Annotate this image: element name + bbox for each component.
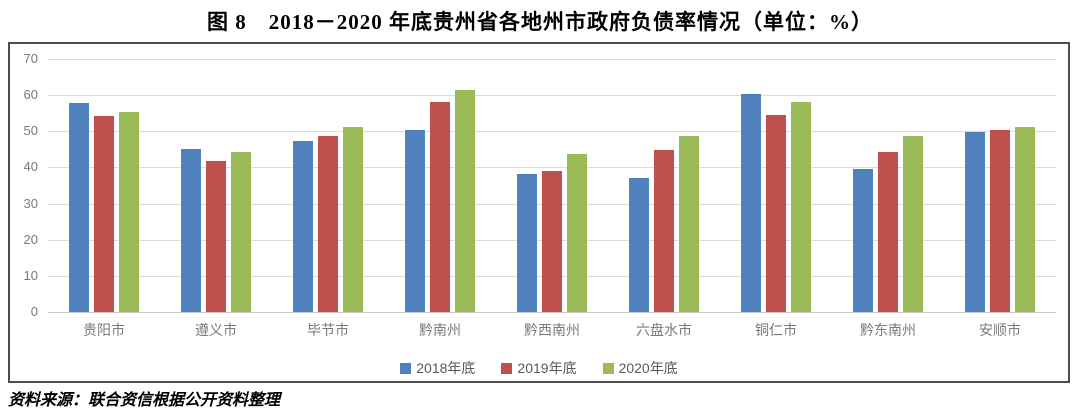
- bar-groups: [48, 59, 1056, 312]
- bar-2019年底: [654, 150, 674, 312]
- bar-2018年底: [965, 132, 985, 312]
- y-axis-tick-label: 70: [23, 51, 38, 66]
- bar-2018年底: [405, 129, 425, 312]
- x-axis-category-label: 黔西南州: [524, 322, 580, 338]
- bar-group: [720, 59, 832, 312]
- bar-group: [160, 59, 272, 312]
- y-axis-tick-label: 20: [23, 231, 38, 247]
- bar-group: [496, 59, 608, 312]
- bar-2019年底: [542, 171, 562, 312]
- gridline: [48, 131, 1056, 133]
- gridline: [48, 59, 1056, 60]
- bar-2020年底: [455, 90, 475, 312]
- y-axis-tick-label: 40: [23, 159, 38, 175]
- bar-2018年底: [741, 94, 761, 312]
- y-axis-tick-label: 10: [23, 267, 38, 283]
- gridline: [48, 167, 1056, 169]
- bar-2019年底: [878, 151, 898, 312]
- bar-group: [608, 59, 720, 312]
- bar-2020年底: [231, 152, 251, 312]
- bar-group: [832, 59, 944, 312]
- bar-2020年底: [567, 153, 587, 312]
- bar-2019年底: [94, 115, 114, 312]
- source-note: 资料来源：联合资信根据公开资料整理: [8, 392, 281, 409]
- bar-2019年底: [206, 161, 226, 312]
- legend-item: 2020年底: [602, 358, 678, 378]
- x-axis-category-label: 黔南州: [419, 322, 461, 338]
- legend-item: 2018年底: [400, 358, 475, 378]
- bar-2019年底: [990, 129, 1010, 312]
- bar-2020年底: [119, 111, 139, 312]
- x-axis-category-label: 毕节市: [307, 322, 349, 338]
- bar-2020年底: [679, 135, 699, 312]
- legend-swatch: [602, 362, 614, 374]
- y-axis-tick-label: 60: [23, 87, 38, 103]
- bar-2020年底: [343, 126, 363, 312]
- y-axis: 0 10 20 30 40 50 60 70: [12, 51, 38, 319]
- bar-2020年底: [1015, 126, 1035, 312]
- x-axis-category-label: 贵阳市: [83, 322, 125, 338]
- legend-label: 2020年底: [618, 360, 678, 376]
- legend: 2018年底 2019年底 2020年底: [10, 358, 1068, 378]
- bar-2018年底: [293, 140, 313, 312]
- bar-2019年底: [318, 135, 338, 312]
- bar-2018年底: [517, 174, 537, 312]
- legend-swatch: [400, 362, 412, 374]
- bar-2019年底: [430, 102, 450, 312]
- bar-2018年底: [853, 169, 873, 312]
- x-axis-category-label: 黔东南州: [860, 322, 916, 338]
- bar-group: [384, 59, 496, 312]
- bar-group: [272, 59, 384, 312]
- legend-swatch: [501, 362, 513, 374]
- x-axis-labels: 贵阳市 遵义市 毕节市 黔南州 黔西南州 六盘水市 铜仁市 黔东南州 安顺市: [48, 320, 1056, 340]
- x-axis-category-label: 铜仁市: [755, 322, 797, 338]
- bar-2018年底: [181, 148, 201, 312]
- chart-frame: 0 10 20 30 40 50 60 70 贵阳市 遵义市 毕节市 黔南州 黔西南州 六盘水市 铜仁市 黔…: [8, 42, 1070, 383]
- gridline: [48, 95, 1056, 97]
- chart-title: 图 8 2018－2020 年底贵州省各地州市政府负债率情况（单位：%）: [207, 10, 873, 34]
- y-axis-tick-label: 0: [30, 304, 38, 319]
- legend-label: 2018年底: [416, 360, 476, 376]
- y-axis-tick-label: 50: [23, 123, 38, 139]
- x-axis-category-label: 安顺市: [979, 322, 1021, 338]
- legend-item: 2019年底: [501, 358, 577, 378]
- x-axis-category-label: 六盘水市: [636, 322, 692, 338]
- x-axis-category-label: 遵义市: [195, 322, 237, 338]
- y-axis-tick-label: 30: [23, 195, 38, 211]
- bar-group: [944, 59, 1056, 312]
- bar-2020年底: [791, 102, 811, 312]
- bar-2018年底: [629, 178, 649, 312]
- bar-2019年底: [766, 115, 786, 312]
- bar-2018年底: [69, 103, 89, 312]
- legend-label: 2019年底: [517, 360, 577, 376]
- bar-2020年底: [903, 135, 923, 312]
- plot-area: [48, 59, 1056, 313]
- bar-group: [48, 59, 160, 312]
